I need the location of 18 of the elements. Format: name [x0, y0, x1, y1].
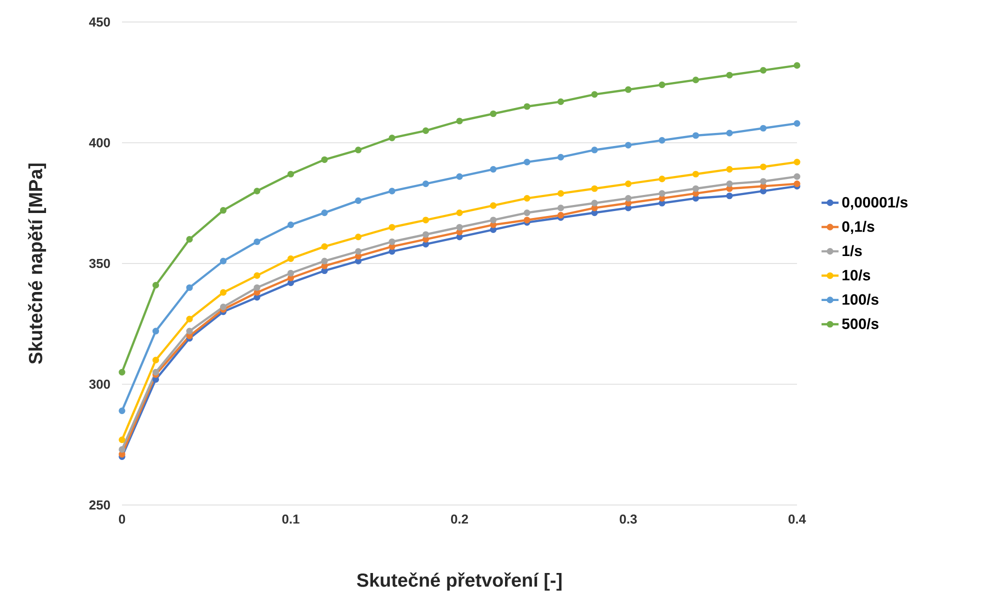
- legend-label: 0,1/s: [842, 220, 874, 234]
- y-tick-label: 300: [89, 380, 110, 389]
- x-tick-label: 0.3: [620, 514, 637, 524]
- legend-label: 0,00001/s: [842, 196, 908, 210]
- x-tick-label: 0.2: [451, 514, 468, 524]
- y-tick-label: 250: [89, 500, 110, 510]
- legend-label: 100/s: [842, 294, 878, 305]
- y-tick-label: 350: [89, 258, 110, 268]
- y-axis-title: Skutečné napětí [MPa]: [28, 164, 46, 364]
- legend-label: 10/s: [842, 269, 870, 281]
- legend-label: 1/s: [842, 245, 862, 256]
- x-axis-title: Skutečné přetvoření [-]: [356, 572, 562, 591]
- x-tick-label: 0: [118, 514, 126, 524]
- y-tick-label: 450: [89, 17, 110, 27]
- legend-label: 500/s: [842, 318, 878, 330]
- y-tick-label: 400: [89, 138, 110, 148]
- x-tick-label: 0.4: [788, 514, 806, 524]
- x-tick-label: 0.1: [282, 514, 300, 524]
